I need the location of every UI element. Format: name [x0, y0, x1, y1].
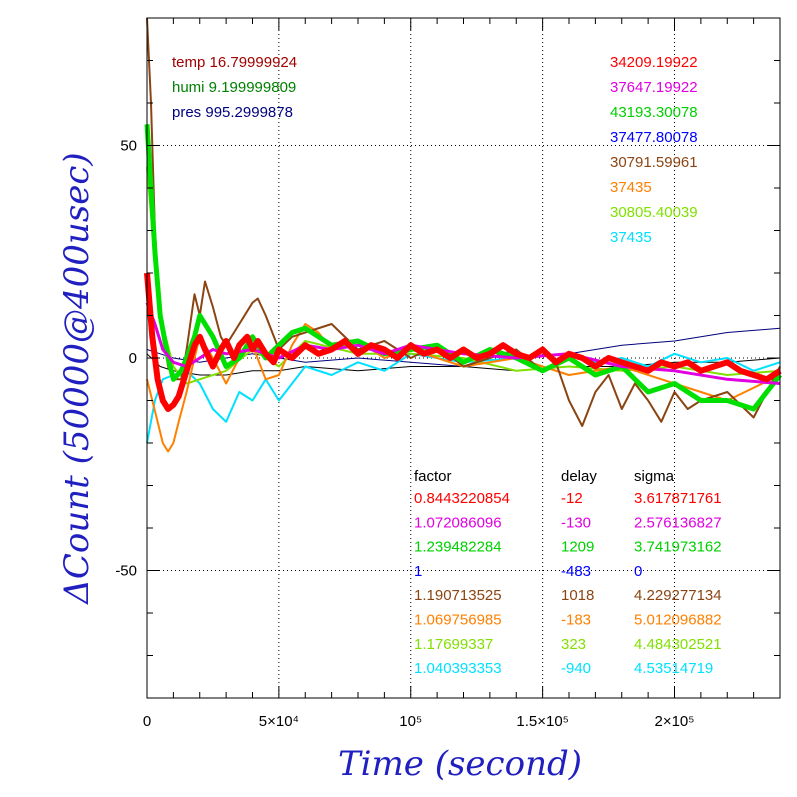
count-label: 30791.59961 [610, 154, 698, 171]
table-cell-delay: -940 [561, 660, 591, 677]
table-cell-factor: 1.072086096 [414, 514, 502, 531]
count-label: 37477.80078 [610, 129, 698, 146]
annotations: temp 16.79999924 humi 9.199999809 pres 995… [172, 54, 722, 677]
y-tick-label: -50 [115, 563, 137, 580]
x-axis-title: Time (second) [338, 744, 582, 784]
table-cell-delay: -12 [561, 490, 583, 507]
table-header-delay: delay [561, 468, 597, 485]
env-label: humi 9.199999809 [172, 79, 296, 96]
x-tick-label: 5×10⁴ [259, 713, 299, 730]
table-cell-sigma: 0 [634, 563, 642, 580]
table-cell-sigma: 2.576136827 [634, 514, 722, 531]
table-cell-sigma: 4.229277134 [634, 587, 722, 604]
count-label: 34209.19922 [610, 54, 698, 71]
table-cell-factor: 1 [414, 563, 422, 580]
table-cell-factor: 1.040393353 [414, 660, 502, 677]
x-tick-label: 2×10⁵ [654, 713, 694, 730]
series-layer [144, 17, 782, 453]
table-cell-sigma: 3.617871761 [634, 490, 722, 507]
y-tick-label: 50 [120, 138, 137, 155]
y-axis-title: ΔCount (50000@400usec) [57, 152, 97, 605]
series-line [144, 124, 782, 412]
env-label: pres 995.2999878 [172, 104, 293, 121]
series-line [144, 272, 782, 412]
count-label: 37435 [610, 229, 652, 246]
table-cell-factor: 1.190713525 [414, 587, 502, 604]
series-line [146, 166, 781, 385]
series-line [146, 17, 781, 427]
x-tick-label: 1.5×10⁵ [516, 713, 569, 730]
table-cell-sigma: 4.53514719 [634, 660, 713, 677]
env-label: temp 16.79999924 [172, 54, 297, 71]
table-cell-delay: -130 [561, 514, 591, 531]
count-label: 43193.30078 [610, 104, 698, 121]
table-cell-delay: 1209 [561, 539, 594, 556]
count-label: 30805.40039 [610, 204, 698, 221]
table-header-factor: factor [414, 468, 452, 485]
table-cell-delay: -183 [561, 612, 591, 629]
table-cell-factor: 1.069756985 [414, 612, 502, 629]
table-cell-sigma: 3.741973162 [634, 539, 722, 556]
table-cell-sigma: 4.484302521 [634, 636, 722, 653]
series-line [145, 302, 781, 385]
x-tick-label: 10⁵ [399, 713, 422, 730]
axis-ticks [146, 17, 781, 699]
table-cell-factor: 1.239482284 [414, 539, 502, 556]
table-cell-delay: 323 [561, 636, 586, 653]
table-cell-sigma: 5.012096882 [634, 612, 722, 629]
count-label: 37647.19922 [610, 79, 698, 96]
count-label: 37435 [610, 179, 652, 196]
tick-labels: 0 5×10⁴ 10⁵ 1.5×10⁵ 2×10⁵ 50 0 -50 [115, 138, 694, 731]
table-cell-factor: 1.17699337 [414, 636, 493, 653]
x-tick-label: 0 [143, 713, 151, 730]
table-cell-delay: -483 [561, 563, 591, 580]
table-cell-factor: 0.8443220854 [414, 490, 510, 507]
table-cell-delay: 1018 [561, 587, 594, 604]
table-header-sigma: sigma [634, 468, 675, 485]
y-tick-label: 0 [129, 350, 137, 367]
